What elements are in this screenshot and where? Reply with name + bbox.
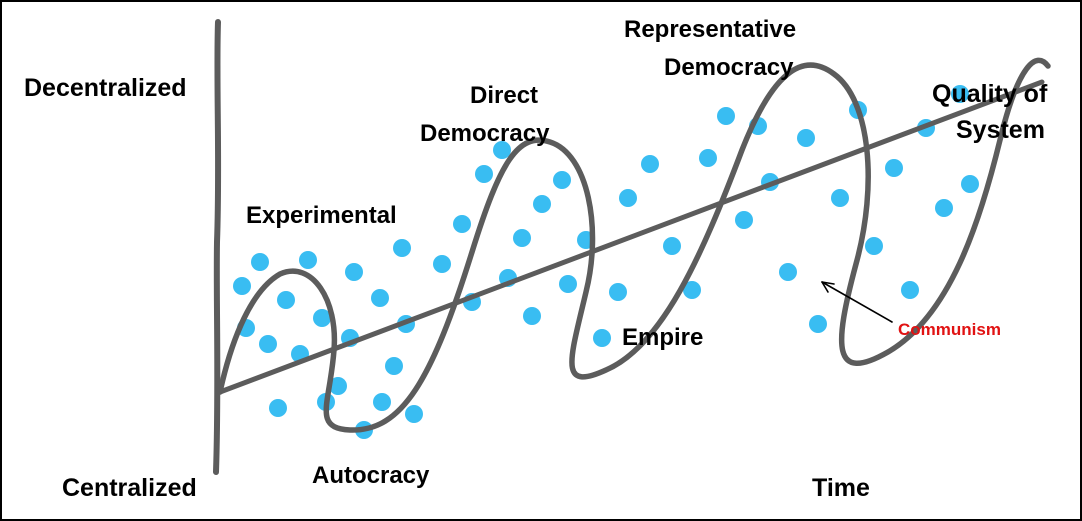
scatter-dot — [299, 251, 317, 269]
scatter-dot — [619, 189, 637, 207]
label-rep-democracy-1: Representative — [624, 16, 796, 44]
scatter-dot — [373, 393, 391, 411]
scatter-dot — [717, 107, 735, 125]
scatter-dot — [935, 199, 953, 217]
scatter-dot — [513, 229, 531, 247]
scatter-dot — [831, 189, 849, 207]
scatter-dot — [251, 253, 269, 271]
diagram-frame: Decentralized Centralized Time Quality o… — [0, 0, 1082, 521]
scatter-dot — [809, 315, 827, 333]
x-axis-label: Time — [812, 474, 870, 503]
label-direct-democracy-2: Democracy — [420, 120, 549, 148]
scatter-dot — [233, 277, 251, 295]
scatter-dot — [405, 405, 423, 423]
quality-label-line2: System — [956, 116, 1045, 145]
scatter-dot — [475, 165, 493, 183]
scatter-dot — [641, 155, 659, 173]
spiral-curve — [220, 60, 1048, 430]
scatter-dot — [797, 129, 815, 147]
scatter-dot — [961, 175, 979, 193]
scatter-dot — [901, 281, 919, 299]
scatter-dot — [609, 283, 627, 301]
scatter-dot — [453, 215, 471, 233]
scatter-dot — [533, 195, 551, 213]
scatter-dot — [885, 159, 903, 177]
scatter-dot — [663, 237, 681, 255]
label-experimental: Experimental — [246, 202, 397, 230]
scatter-dot — [779, 263, 797, 281]
scatter-dot — [259, 335, 277, 353]
scatter-dot — [559, 275, 577, 293]
scatter-dot — [393, 239, 411, 257]
axis-top-label: Decentralized — [24, 74, 187, 103]
quality-label-line1: Quality of — [932, 80, 1047, 109]
scatter-dot — [523, 307, 541, 325]
label-empire: Empire — [622, 324, 703, 352]
label-direct-democracy-1: Direct — [470, 82, 538, 110]
scatter-dot — [269, 399, 287, 417]
y-axis-line — [216, 22, 218, 472]
label-communism: Communism — [898, 320, 1001, 340]
scatter-dot — [699, 149, 717, 167]
communism-arrow-shaft — [822, 282, 892, 322]
scatter-dot — [345, 263, 363, 281]
scatter-dot — [553, 171, 571, 189]
scatter-dot — [277, 291, 295, 309]
scatter-dot — [385, 357, 403, 375]
axis-bottom-label: Centralized — [62, 474, 197, 503]
scatter-dot — [371, 289, 389, 307]
scatter-dot — [735, 211, 753, 229]
label-rep-democracy-2: Democracy — [664, 54, 793, 82]
label-autocracy: Autocracy — [312, 462, 429, 490]
scatter-dot — [593, 329, 611, 347]
scatter-dot — [865, 237, 883, 255]
scatter-dot — [433, 255, 451, 273]
